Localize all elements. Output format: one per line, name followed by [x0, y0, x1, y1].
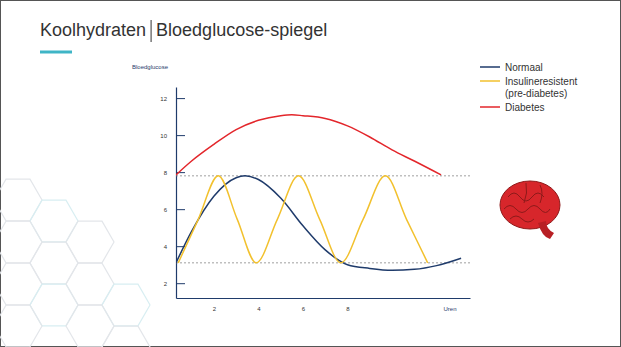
y-tick-mark: [176, 98, 185, 99]
hexagon: [30, 242, 78, 284]
y-tick-mark: [176, 135, 185, 136]
title-accent: [40, 51, 72, 54]
title-separator: [151, 20, 152, 42]
brain-shape: [500, 181, 560, 229]
hexagon: [66, 221, 114, 263]
x-axis-line: [177, 298, 471, 299]
x-tick-label: 6: [302, 306, 306, 312]
legend-label: Insulineresistent(pre-diabetes): [505, 76, 577, 99]
x-axis-title: Uren: [443, 306, 456, 312]
brain-stem: [538, 221, 554, 239]
plot-area: [176, 115, 470, 270]
legend-swatch: [480, 66, 500, 68]
hexagon: [102, 284, 150, 326]
y-tick-mark: [176, 283, 185, 284]
title-group: Koolhydraten Bloedglucose-spiegel: [40, 20, 327, 52]
hexagon: [102, 326, 150, 347]
y-axis: 2 4 6 8 10 12: [160, 88, 185, 299]
series-line: [178, 176, 427, 263]
x-tick: 4: [257, 298, 261, 312]
hexagon: [0, 221, 42, 263]
y-tick-label: 10: [160, 133, 167, 139]
hexagon-decoration: [0, 179, 150, 347]
series-line: [176, 176, 461, 270]
legend-label: Normaal: [505, 62, 543, 73]
legend-swatch: [480, 80, 500, 82]
legend-item: Diabetes: [480, 102, 544, 113]
title: Koolhydraten: [40, 20, 146, 40]
brain-icon: [500, 181, 560, 239]
slide: Koolhydraten Bloedglucose-spiegel 2 4 6 8 10 12…: [0, 0, 621, 347]
y-tick: 10: [160, 133, 185, 139]
brain-fold: [524, 183, 527, 203]
hexagon: [0, 305, 42, 347]
y-tick: 2: [164, 281, 185, 287]
legend-item: Normaal: [480, 62, 543, 73]
slide-frame: [1, 1, 621, 347]
subtitle: Bloedglucose-spiegel: [156, 20, 327, 40]
legend-label: Diabetes: [505, 102, 544, 113]
brain-fold: [510, 216, 534, 222]
x-axis: 2 4 6 8: [177, 298, 471, 312]
y-tick: 4: [164, 244, 185, 250]
y-tick-label: 2: [164, 281, 168, 287]
reference-line: [176, 262, 470, 263]
x-tick: 6: [302, 298, 306, 312]
y-tick-label: 12: [160, 96, 167, 102]
y-tick: 12: [160, 96, 185, 102]
series-line: [176, 115, 441, 175]
hexagon: [0, 263, 42, 305]
legend: Normaal Insulineresistent(pre-diabetes) Di…: [480, 62, 577, 113]
y-tick-label: 8: [164, 170, 168, 176]
x-tick: 8: [346, 298, 350, 312]
brain-fold: [504, 206, 550, 213]
y-axis-title: Bloedglucose: [132, 64, 169, 70]
hexagon: [30, 284, 78, 326]
hexagon: [66, 305, 114, 347]
y-tick-mark: [176, 209, 185, 210]
y-tick-label: 6: [164, 207, 168, 213]
y-axis-line: [176, 88, 177, 299]
legend-swatch: [480, 106, 500, 108]
hexagon: [66, 263, 114, 305]
x-tick-label: 4: [257, 306, 261, 312]
y-tick-label: 4: [164, 244, 168, 250]
hexagon: [0, 179, 42, 221]
x-tick: 2: [213, 298, 217, 312]
hexagon: [30, 200, 78, 242]
x-tick-label: 2: [213, 306, 217, 312]
y-tick: 6: [164, 207, 185, 213]
legend-item: Insulineresistent(pre-diabetes): [480, 76, 577, 99]
brain-fold: [540, 185, 542, 203]
x-tick-label: 8: [346, 306, 350, 312]
